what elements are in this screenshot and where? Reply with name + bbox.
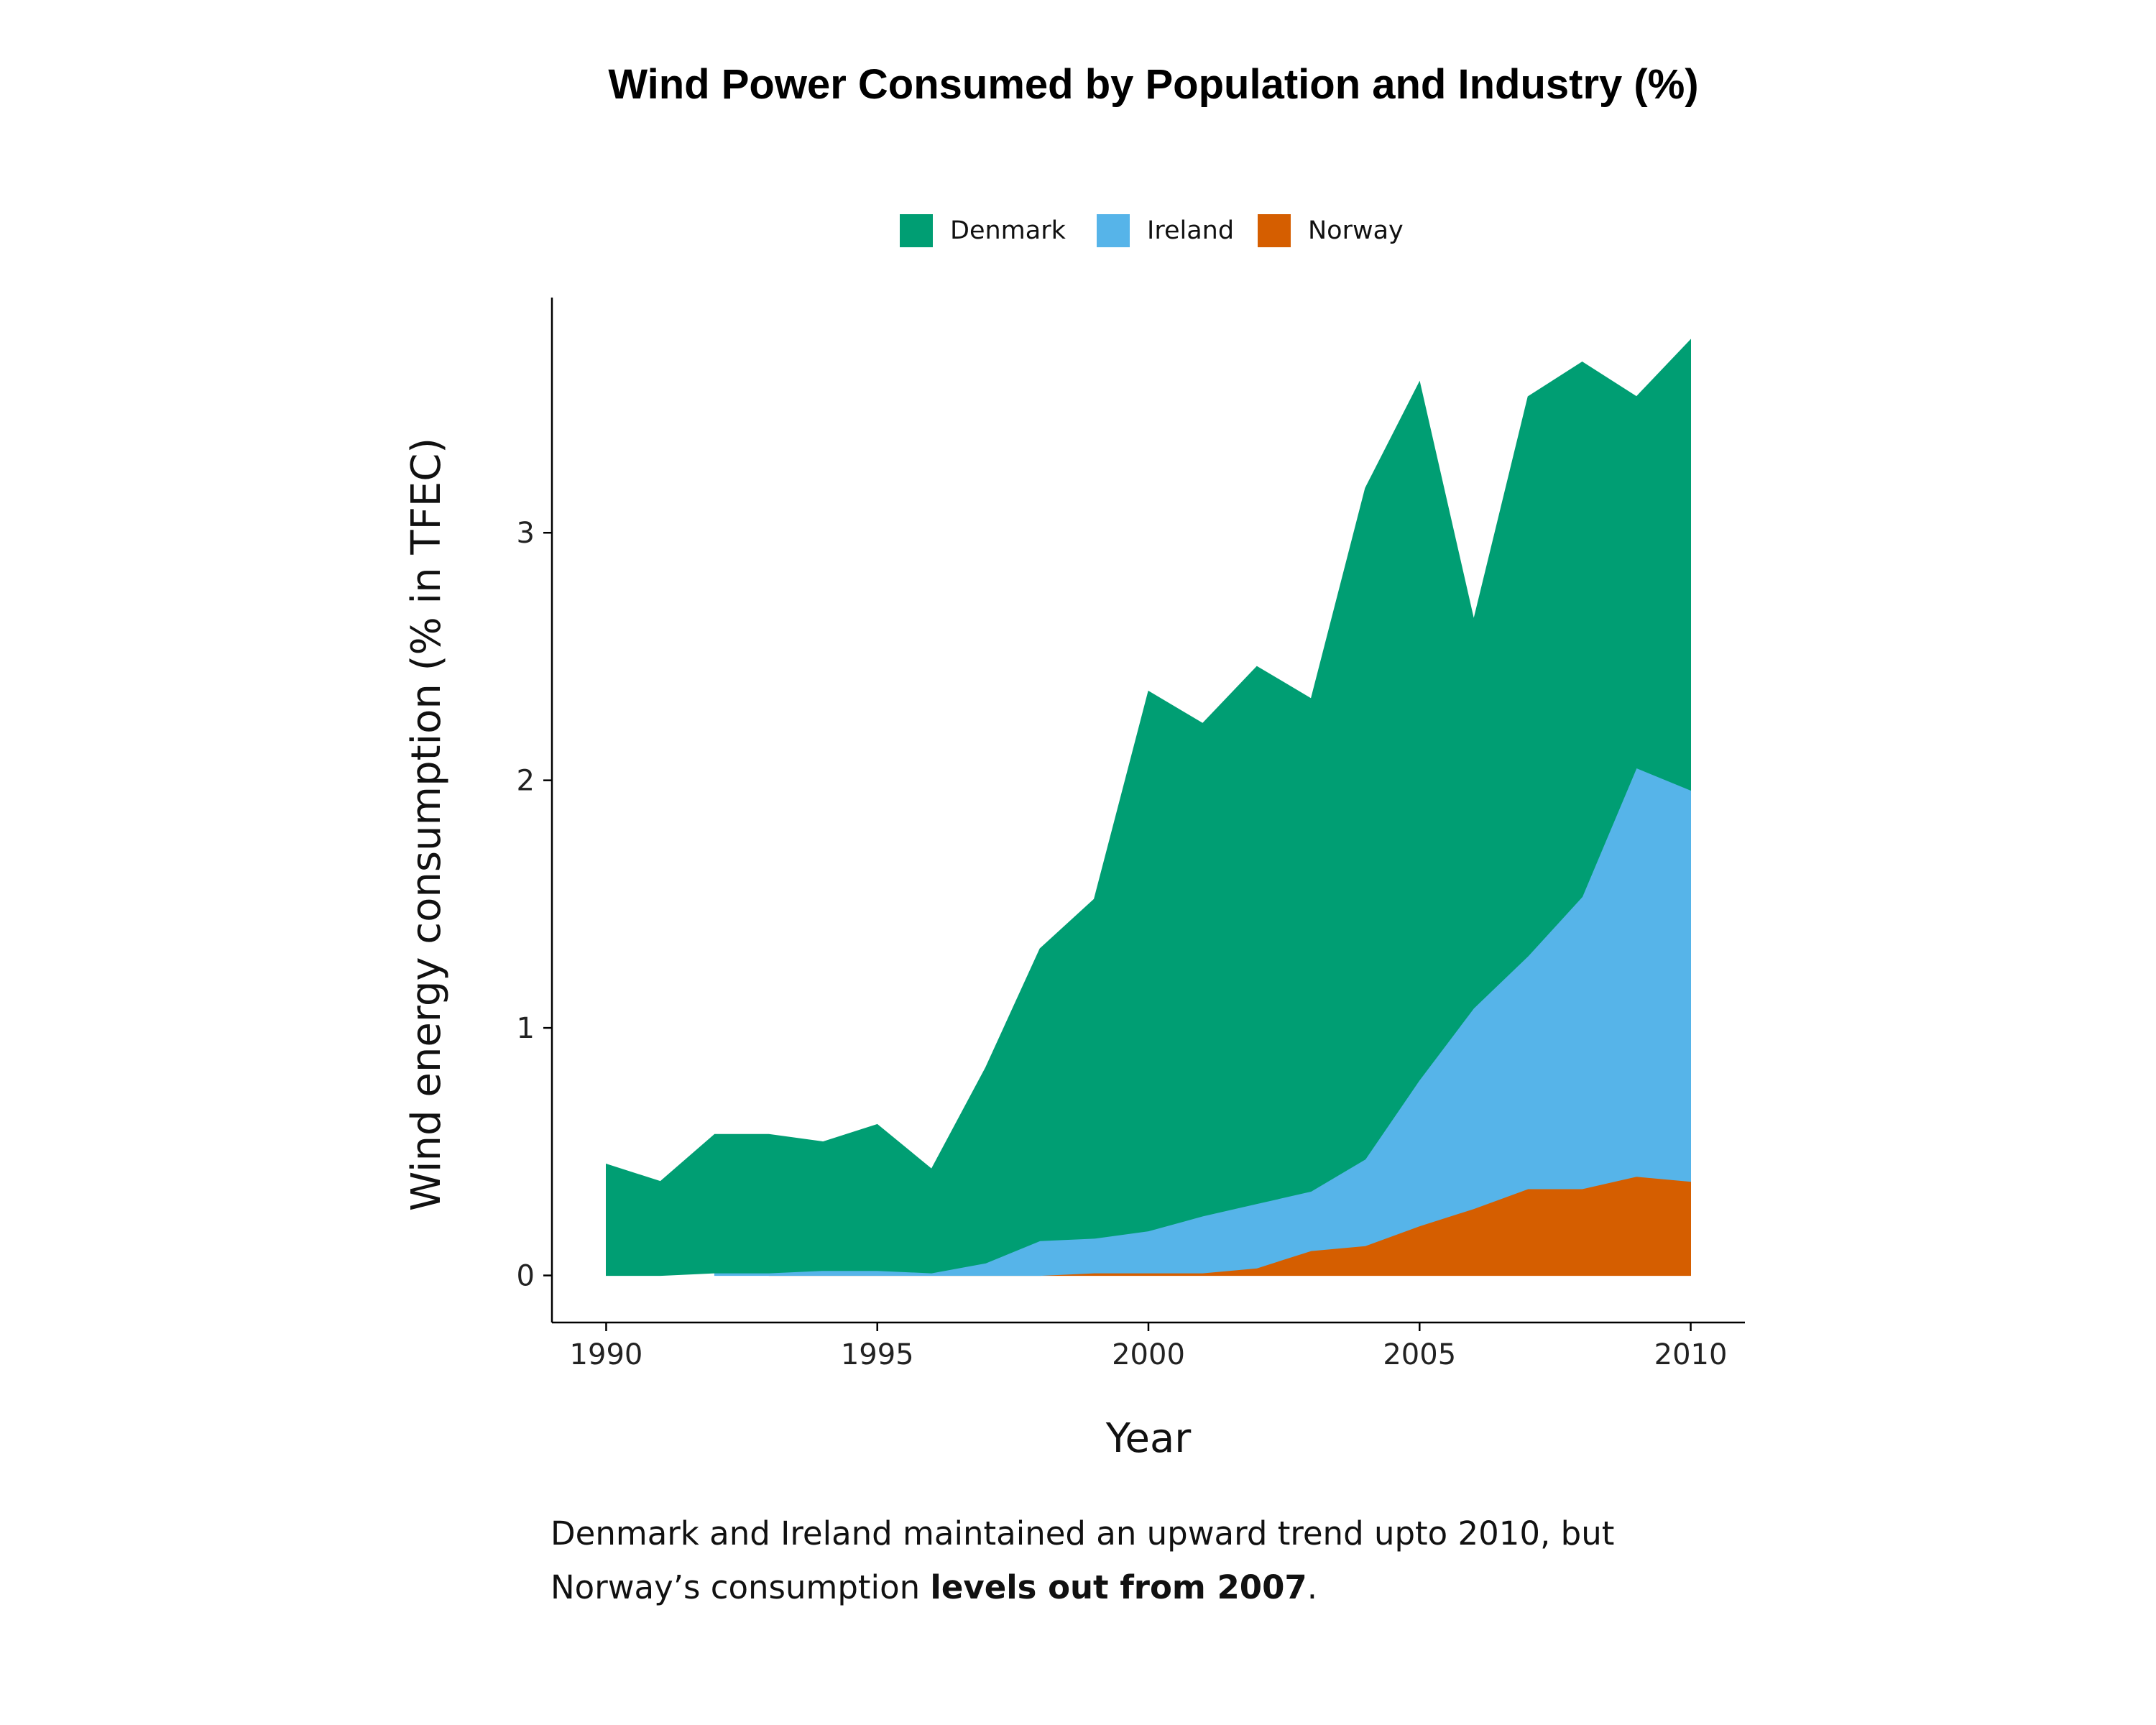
caption-line-2: Norway’s consumption levels out from 200… (550, 1560, 1772, 1614)
legend-swatch-denmark (900, 214, 933, 247)
y-tick-label-3: 3 (517, 517, 535, 550)
y-tick-label-0: 0 (517, 1260, 535, 1293)
x-tick-label-2005: 2005 (1383, 1338, 1456, 1371)
area-denmark (606, 339, 1691, 1276)
x-tick-label-2000: 2000 (1112, 1338, 1185, 1371)
y-tick-label-1: 1 (517, 1012, 535, 1045)
legend-item-ireland: Ireland (1097, 213, 1234, 249)
chart-caption: Denmark and Ireland maintained an upward… (550, 1506, 1772, 1614)
y-tick-label-2: 2 (517, 765, 535, 798)
axes: 1990 1995 2000 2005 2010 0 1 2 3 (517, 298, 1745, 1371)
x-tick-label-1995: 1995 (841, 1338, 914, 1371)
caption-line-2-bold: levels out from 2007 (930, 1568, 1307, 1606)
legend-label-norway: Norway (1308, 216, 1404, 245)
legend: Denmark Ireland Norway (0, 213, 2156, 256)
chart-title: Wind Power Consumed by Population and In… (608, 61, 1699, 108)
legend-item-norway: Norway (1258, 213, 1404, 249)
legend-label-ireland: Ireland (1147, 216, 1235, 245)
caption-line-1: Denmark and Ireland maintained an upward… (550, 1514, 1615, 1552)
caption-line-2-prefix: Norway’s consumption (550, 1568, 931, 1606)
legend-swatch-ireland (1097, 214, 1130, 247)
x-axis-label: Year (1105, 1415, 1192, 1462)
y-axis-label: Wind energy consumption (% in TFEC) (403, 438, 450, 1211)
stacked-areas (606, 339, 1691, 1276)
legend-swatch-norway (1258, 214, 1291, 247)
x-tick-label-2010: 2010 (1654, 1338, 1728, 1371)
x-tick-label-1990: 1990 (570, 1338, 643, 1371)
legend-item-denmark: Denmark (900, 213, 1066, 249)
caption-line-2-suffix: . (1307, 1568, 1318, 1606)
legend-label-denmark: Denmark (950, 216, 1066, 245)
